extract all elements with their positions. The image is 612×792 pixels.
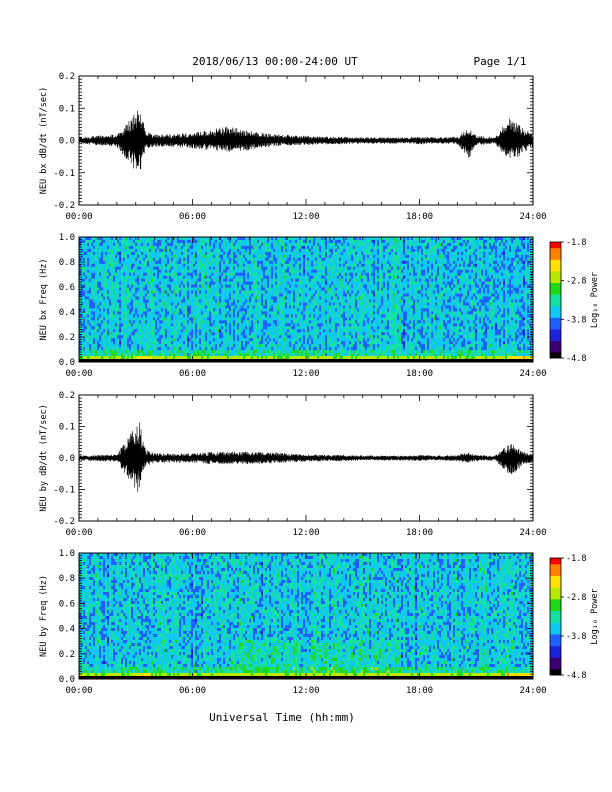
- y-tick-label: 0.2: [59, 333, 75, 343]
- by-waveform-panel: 00:00 06:00 12:00 18:00 24:00 0.2 0.1 0.0 -0.1 -0…: [39, 391, 547, 538]
- colorbar-frame: [549, 557, 562, 676]
- y-axis-label: NEU by dB/dt (nT/sec): [39, 404, 49, 511]
- colorbar-frame: [549, 241, 562, 359]
- x-tick-label: 24:00: [519, 528, 546, 538]
- y-tick-label: 0.0: [59, 137, 75, 147]
- colorbar-tick-label: -3.8: [566, 315, 586, 325]
- y-tick-label: 0.6: [59, 283, 75, 293]
- y-tick-label: -0.2: [53, 517, 75, 527]
- colorbar-tick-label: -1.8: [566, 554, 586, 564]
- y-tick-label: 0.4: [59, 625, 75, 635]
- x-tick-label: 12:00: [292, 528, 319, 538]
- colorbar-tick-label: -2.8: [566, 593, 586, 603]
- y-tick-label: 1.0: [59, 233, 75, 243]
- x-tick-label: 06:00: [179, 528, 206, 538]
- y-tick-label: 0.8: [59, 574, 75, 584]
- y-tick-label: 0.1: [59, 423, 75, 433]
- waveform-trace: [78, 110, 534, 170]
- y-tick-label: 0.2: [59, 650, 75, 660]
- plot-frame: [78, 394, 534, 522]
- spectrogram-image: [79, 237, 534, 363]
- y-tick-label: 0.0: [59, 675, 75, 685]
- plot-frame: [78, 75, 534, 206]
- colorbar-tick-label: -4.8: [566, 354, 586, 364]
- y-tick-label: -0.1: [53, 169, 75, 179]
- x-tick-label: 00:00: [65, 212, 92, 222]
- x-tick-label: 00:00: [65, 686, 92, 696]
- x-tick-label: 18:00: [406, 369, 433, 379]
- y-tick-label: -0.2: [53, 201, 75, 211]
- y-tick-label: 0.2: [59, 391, 75, 401]
- waveform-trace: [78, 422, 534, 493]
- y-tick-label: 0.0: [59, 454, 75, 464]
- spectrogram-image: [79, 553, 534, 680]
- colorbar-label: Log₁₀ Power: [590, 588, 600, 644]
- x-tick-label: 12:00: [292, 686, 319, 696]
- x-tick-label: 18:00: [406, 686, 433, 696]
- bx-waveform-panel: 00:00 06:00 12:00 18:00 24:00 0.2 0.1 0.0 -0.1 -0…: [39, 72, 547, 222]
- by-spectrogram-panel: 00:00 06:00 12:00 18:00 24:00 1.0 0.8 0.6 0.4 0.2…: [39, 549, 600, 696]
- y-tick-label: 0.6: [59, 599, 75, 609]
- y-tick-label: 0.2: [59, 72, 75, 82]
- x-tick-label: 12:00: [292, 212, 319, 222]
- colorbar-tick-label: -3.8: [566, 632, 586, 642]
- y-tick-label: 0.8: [59, 258, 75, 268]
- x-tick-label: 18:00: [406, 212, 433, 222]
- date-range-title: 2018/06/13 00:00-24:00 UT: [192, 55, 358, 68]
- x-axis-title: Universal Time (hh:mm): [209, 711, 355, 724]
- x-tick-label: 00:00: [65, 528, 92, 538]
- colorbar: -1.8 -2.8 -3.8 -4.8 Log₁₀ Power: [549, 238, 600, 364]
- y-tick-label: 0.0: [59, 358, 75, 368]
- plot-frame: [78, 552, 534, 680]
- colorbar-label: Log₁₀ Power: [590, 272, 600, 328]
- colorbar-tick-label: -4.8: [566, 671, 586, 681]
- x-tick-label: 00:00: [65, 369, 92, 379]
- x-tick-label: 24:00: [519, 369, 546, 379]
- page-indicator: Page 1/1: [474, 55, 527, 68]
- y-tick-label: 0.1: [59, 104, 75, 114]
- bx-spectrogram-panel: 00:00 06:00 12:00 18:00 24:00 1.0 0.8 0.6 0.4 0.2…: [39, 233, 600, 379]
- y-axis-label: NEU bx dB/dt (nT/sec): [39, 87, 49, 194]
- x-tick-label: 06:00: [179, 369, 206, 379]
- x-tick-label: 24:00: [519, 212, 546, 222]
- x-tick-label: 06:00: [179, 212, 206, 222]
- x-tick-label: 06:00: [179, 686, 206, 696]
- plot-frame: [78, 236, 534, 363]
- x-tick-label: 12:00: [292, 369, 319, 379]
- colorbar-tick-label: -2.8: [566, 277, 586, 287]
- y-axis-label: NEU by Freq (Hz): [39, 575, 49, 657]
- y-tick-label: 1.0: [59, 549, 75, 559]
- colorbar-tick-label: -1.8: [566, 238, 586, 248]
- colorbar: -1.8 -2.8 -3.8 -4.8 Log₁₀ Power: [549, 554, 600, 681]
- y-tick-label: -0.1: [53, 486, 75, 496]
- x-tick-label: 18:00: [406, 528, 433, 538]
- y-axis-label: NEU bx Freq (Hz): [39, 259, 49, 341]
- y-tick-label: 0.4: [59, 308, 75, 318]
- x-tick-label: 24:00: [519, 686, 546, 696]
